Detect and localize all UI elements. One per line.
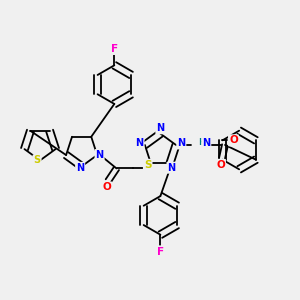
Text: N: N <box>156 123 164 133</box>
Text: N: N <box>95 150 104 160</box>
Text: N: N <box>202 138 210 148</box>
Text: F: F <box>157 247 164 257</box>
Text: O: O <box>216 160 225 170</box>
Text: F: F <box>111 44 118 54</box>
Text: N: N <box>135 139 144 148</box>
Text: O: O <box>229 135 238 145</box>
Text: S: S <box>144 160 152 170</box>
Text: H: H <box>198 138 206 147</box>
Text: N: N <box>167 163 175 173</box>
Text: O: O <box>102 182 111 192</box>
Text: N: N <box>76 163 84 173</box>
Text: S: S <box>34 155 40 165</box>
Text: N: N <box>177 139 185 148</box>
